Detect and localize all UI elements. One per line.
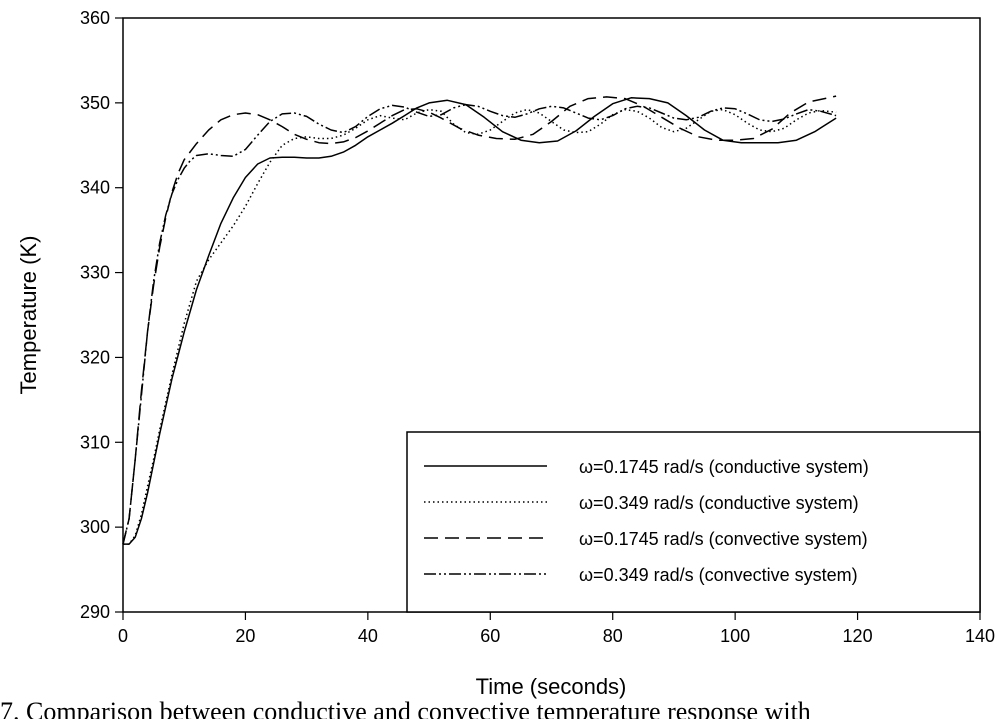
x-tick-label: 60 (480, 626, 500, 646)
legend-box (406, 431, 981, 613)
temperature-chart: 0 20 40 60 80 100 120 140 290 300 310 320 330 340 350… (16, 8, 995, 699)
y-tick-label: 350 (80, 93, 110, 113)
y-tick-label: 300 (80, 517, 110, 537)
x-tick-label: 100 (720, 626, 750, 646)
x-tick-label: 140 (965, 626, 995, 646)
legend-label: ω=0.1745 rad/s (conductive system) (579, 457, 869, 477)
y-tick-label: 290 (80, 602, 110, 622)
series-layer (122, 95, 837, 545)
x-tick-label: 40 (358, 626, 378, 646)
legend-label: ω=0.1745 rad/s (convective system) (579, 529, 868, 549)
x-tick-label: 0 (118, 626, 128, 646)
y-tick-label: 360 (80, 8, 110, 28)
legend: ω=0.1745 rad/s (conductive system) ω=0.34… (406, 431, 981, 613)
y-tick-label: 330 (80, 263, 110, 283)
series-line (122, 103, 837, 545)
y-tick-label: 320 (80, 347, 110, 367)
x-tick-label: 80 (603, 626, 623, 646)
y-tick-label: 310 (80, 432, 110, 452)
x-axis: 0 20 40 60 80 100 120 140 (118, 612, 995, 646)
x-axis-title: Time (seconds) (476, 674, 627, 699)
figure-caption: 7. Comparison between conductive and con… (0, 697, 811, 719)
y-axis: 290 300 310 320 330 340 350 360 (80, 8, 123, 622)
series-line (122, 95, 837, 545)
series-line (123, 97, 837, 545)
legend-label: ω=0.349 rad/s (conductive system) (579, 493, 859, 513)
y-axis-title: Temperature (K) (16, 236, 41, 395)
x-tick-label: 120 (843, 626, 873, 646)
y-tick-label: 340 (80, 178, 110, 198)
legend-label: ω=0.349 rad/s (convective system) (579, 565, 858, 585)
x-tick-label: 20 (235, 626, 255, 646)
